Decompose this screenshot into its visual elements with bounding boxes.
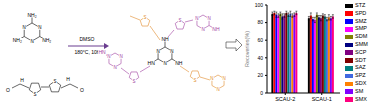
svg-text:Recoveries(%): Recoveries(%) — [244, 31, 250, 67]
svg-text:S: S — [53, 79, 56, 84]
svg-text:N: N — [38, 25, 41, 30]
svg-text:100: 100 — [255, 2, 264, 8]
svg-text:S: S — [178, 18, 181, 23]
svg-text:SCAU-1: SCAU-1 — [312, 96, 332, 102]
svg-text:60: 60 — [257, 37, 263, 43]
html-text:SAZ: SAZ — [355, 64, 366, 71]
html-text:SMX: SMX — [355, 95, 367, 102]
svg-text:N: N — [23, 25, 26, 30]
svg-text:180°C, 10h: 180°C, 10h — [74, 49, 99, 55]
svg-text:H: H — [20, 77, 24, 83]
html-text:SPD: SPD — [355, 9, 367, 16]
svg-text:O: O — [8, 87, 10, 93]
svg-text:N: N — [30, 39, 33, 44]
svg-text:S: S — [33, 92, 36, 97]
svg-text:N: N — [156, 49, 159, 54]
svg-text:NH: NH — [161, 36, 169, 42]
svg-text:HN: HN — [148, 60, 156, 66]
svg-text:NH₂: NH₂ — [13, 37, 22, 43]
html-text:SMZ: SMZ — [355, 17, 367, 24]
html-text:SM: SM — [355, 87, 364, 94]
html-text:SCP: SCP — [355, 48, 367, 55]
html-text:SDM: SDM — [355, 33, 368, 40]
svg-text:S: S — [143, 15, 146, 20]
svg-text:DMSO: DMSO — [80, 36, 95, 42]
svg-text:NH: NH — [175, 60, 183, 66]
svg-text:N: N — [119, 54, 122, 59]
svg-text:40: 40 — [257, 55, 263, 61]
svg-text:O: O — [80, 87, 84, 93]
html-text:SMM: SMM — [355, 41, 368, 47]
svg-text:N: N — [216, 87, 219, 92]
svg-text:N: N — [207, 16, 210, 21]
svg-text:SCAU-2: SCAU-2 — [275, 96, 295, 102]
html-text:SDX: SDX — [355, 80, 367, 86]
svg-text:NH₂: NH₂ — [42, 37, 51, 43]
html-text:SMP: SMP — [355, 25, 367, 32]
svg-text:S: S — [132, 79, 135, 84]
svg-text:N: N — [163, 61, 166, 66]
svg-text:0: 0 — [260, 90, 263, 96]
svg-text:N: N — [222, 76, 225, 81]
svg-text:20: 20 — [257, 72, 263, 78]
svg-text:S: S — [193, 78, 196, 83]
html-text:SDT: SDT — [355, 56, 366, 63]
svg-text:H: H — [66, 76, 70, 82]
svg-text:NH: NH — [212, 26, 220, 32]
html-text:STZ: STZ — [355, 2, 366, 8]
svg-text:N: N — [113, 65, 116, 70]
svg-text:N: N — [210, 76, 213, 81]
svg-text:HN: HN — [98, 49, 106, 55]
svg-text:NH₂: NH₂ — [27, 12, 36, 18]
svg-text:N: N — [107, 54, 110, 59]
svg-text:N: N — [201, 27, 204, 32]
html-text:SPZ: SPZ — [355, 72, 366, 79]
svg-text:80: 80 — [257, 19, 263, 25]
svg-text:N: N — [195, 16, 198, 21]
svg-text:N: N — [170, 49, 173, 54]
